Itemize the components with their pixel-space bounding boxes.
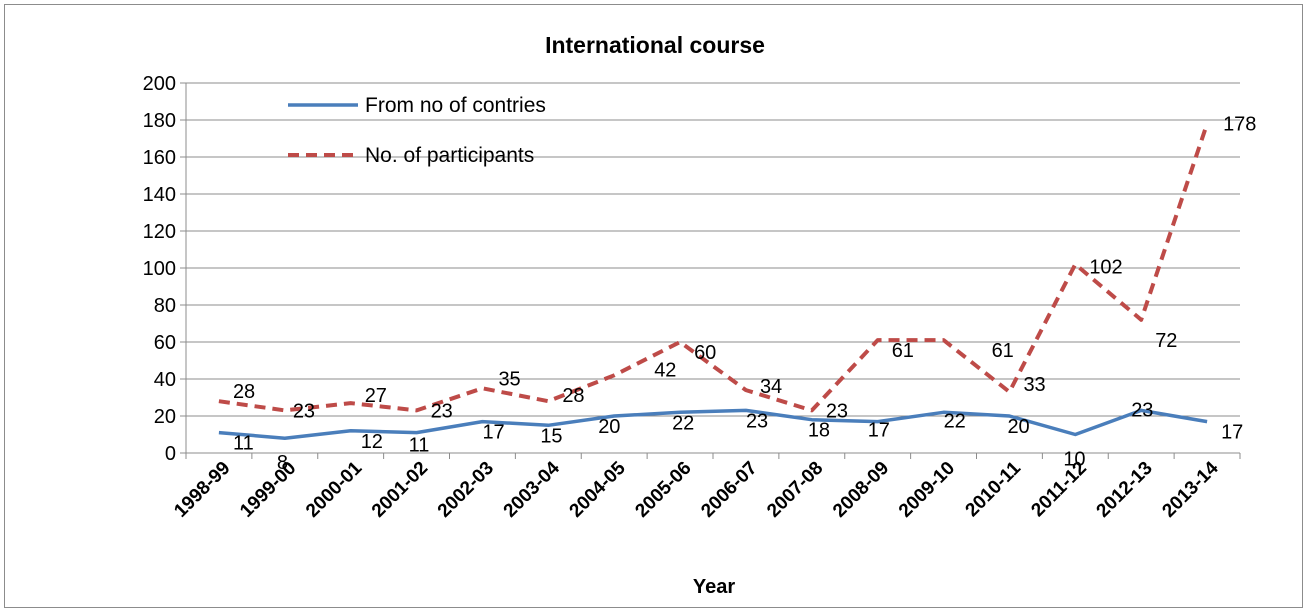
data-label-s0-7: 22 xyxy=(672,412,694,434)
data-label-s0-2: 12 xyxy=(361,431,383,453)
data-label-s0-15: 17 xyxy=(1221,422,1243,444)
data-label-s1-5: 28 xyxy=(562,385,584,407)
x-tick-label-2004-05: 2004-05 xyxy=(566,457,630,521)
x-tick-label-2005-06: 2005-06 xyxy=(631,458,695,522)
data-label-s1-2: 27 xyxy=(365,385,387,407)
y-tick-label-60: 60 xyxy=(154,332,176,354)
x-tick-label-1998-99: 1998-99 xyxy=(170,458,234,522)
y-tick-label-200: 200 xyxy=(143,73,176,95)
x-tick-label-2007-08: 2007-08 xyxy=(763,458,827,522)
data-label-s1-10: 61 xyxy=(892,340,914,362)
x-tick-label-2008-09: 2008-09 xyxy=(829,458,893,522)
data-label-s0-3: 11 xyxy=(409,435,430,457)
data-label-s0-8: 23 xyxy=(746,410,768,432)
data-label-s0-10: 17 xyxy=(868,420,890,442)
data-label-s0-5: 15 xyxy=(540,425,562,447)
y-tick-label-0: 0 xyxy=(165,443,176,465)
y-tick-label-120: 120 xyxy=(143,221,176,243)
y-tick-label-180: 180 xyxy=(143,110,176,132)
data-label-s0-1: 8 xyxy=(277,452,288,474)
y-tick-label-140: 140 xyxy=(143,184,176,206)
data-label-s1-0: 28 xyxy=(233,381,255,403)
data-label-s0-6: 20 xyxy=(598,416,620,438)
series-line-1 xyxy=(218,123,1209,413)
line-chart: International course 0 20 40 60 80 100 120 140 1… xyxy=(143,32,1257,598)
data-label-s1-8: 34 xyxy=(760,376,782,398)
x-tick-label-2009-10: 2009-10 xyxy=(895,458,959,522)
data-label-s1-15: 178 xyxy=(1223,114,1256,136)
data-label-s1-4: 35 xyxy=(498,368,520,390)
x-tick-label-2003-04: 2003-04 xyxy=(500,457,564,521)
data-label-s1-13: 102 xyxy=(1089,256,1122,278)
data-label-s0-14: 23 xyxy=(1131,399,1153,421)
chart-frame: International course 0 20 40 60 80 100 120 140 1… xyxy=(4,4,1303,608)
data-label-s1-14: 72 xyxy=(1155,330,1177,352)
x-axis-title: Year xyxy=(693,576,735,598)
data-label-s1-7: 60 xyxy=(694,342,716,364)
x-tick-label-2006-07: 2006-07 xyxy=(697,458,761,522)
data-label-s1-9: 23 xyxy=(826,400,848,422)
data-label-s0-0: 11 xyxy=(233,433,254,455)
data-label-s1-12: 33 xyxy=(1023,374,1045,396)
y-tick-label-80: 80 xyxy=(154,295,176,317)
x-tick-label-2013-14: 2013-14 xyxy=(1158,457,1222,521)
y-tick-label-160: 160 xyxy=(143,147,176,169)
x-tick-label-2001-02: 2001-02 xyxy=(368,458,432,522)
x-tick-label-2010-11: 2010-11 xyxy=(962,457,1026,521)
legend-label-participants: No. of participants xyxy=(365,144,534,167)
legend: From no of contries No. of participants xyxy=(288,94,546,167)
chart-title: International course xyxy=(545,32,765,58)
data-label-s0-13: 10 xyxy=(1063,449,1085,471)
y-tick-label-100: 100 xyxy=(143,258,176,280)
data-label-s0-4: 17 xyxy=(482,422,504,444)
data-label-s0-9: 18 xyxy=(808,420,830,442)
series-line-0 xyxy=(218,408,1208,440)
x-tick-label-2000-01: 2000-01 xyxy=(302,457,366,521)
data-label-s1-1: 23 xyxy=(293,400,315,422)
x-tick-label-1999-00: 1999-00 xyxy=(236,458,300,522)
data-label-s0-11: 22 xyxy=(944,410,966,432)
data-label-s1-6: 42 xyxy=(654,359,676,381)
gridlines xyxy=(186,82,1240,454)
y-tick-label-20: 20 xyxy=(154,406,176,428)
legend-label-countries: From no of contries xyxy=(365,94,546,117)
x-tick-label-2002-03: 2002-03 xyxy=(434,458,498,522)
series-lines xyxy=(218,123,1209,440)
data-label-s1-11: 61 xyxy=(992,340,1014,362)
data-label-s0-12: 20 xyxy=(1007,416,1029,438)
x-tick-label-2012-13: 2012-13 xyxy=(1093,458,1157,522)
y-axis-ticks: 0 20 40 60 80 100 120 140 160 180 200 xyxy=(143,73,186,465)
data-label-s1-3: 23 xyxy=(431,400,453,422)
y-tick-label-40: 40 xyxy=(154,369,176,391)
axes xyxy=(185,83,1240,454)
